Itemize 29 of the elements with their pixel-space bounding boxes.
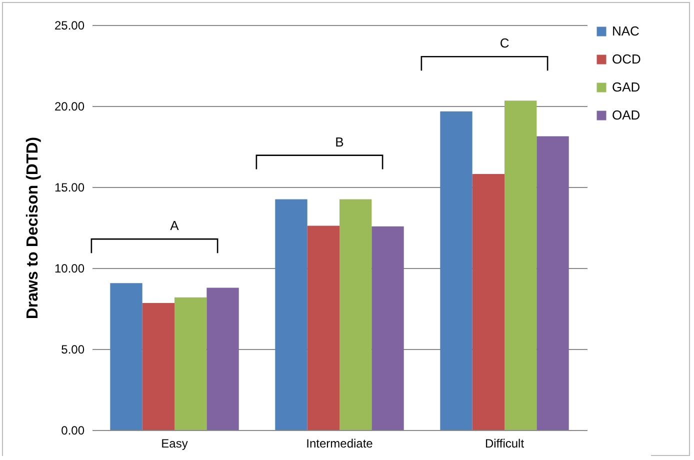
legend-label: NAC bbox=[612, 24, 640, 38]
annotation: C bbox=[500, 36, 510, 51]
y-tick-label: 10.00 bbox=[54, 262, 85, 276]
legend-label: OCD bbox=[612, 52, 641, 66]
bar bbox=[174, 297, 207, 430]
y-tick-label: 20.00 bbox=[54, 100, 85, 114]
bar bbox=[472, 174, 504, 430]
bar bbox=[440, 111, 472, 430]
bar bbox=[340, 199, 372, 430]
y-tick-label: 25.00 bbox=[54, 18, 85, 32]
bar bbox=[536, 136, 569, 430]
bar bbox=[504, 100, 537, 430]
bar bbox=[142, 302, 174, 430]
y-tick-label: 0.00 bbox=[61, 424, 85, 438]
legend-label: GAD bbox=[612, 80, 640, 94]
annotation: B bbox=[335, 134, 344, 150]
annotation: A bbox=[170, 218, 180, 234]
x-tick-label: Difficult bbox=[484, 436, 525, 450]
y-tick-label: 15.00 bbox=[54, 180, 85, 194]
bar bbox=[275, 199, 308, 430]
bar bbox=[206, 288, 239, 430]
y-tick-label: 5.00 bbox=[61, 342, 85, 356]
x-tick-label: Easy bbox=[161, 436, 188, 450]
y-axis-title: Draws to Decison (DTD) bbox=[24, 136, 42, 320]
bar bbox=[372, 226, 404, 430]
bar bbox=[307, 226, 340, 430]
bar bbox=[110, 283, 142, 430]
x-tick-label: Intermediate bbox=[306, 436, 374, 450]
legend-label: OAD bbox=[612, 108, 640, 122]
